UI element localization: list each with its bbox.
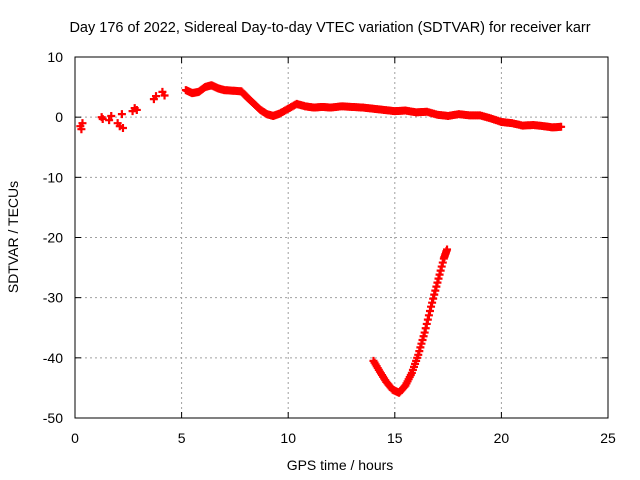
y-axis-label: SDTVAR / TECUs [5,181,21,293]
y-tick-label: 0 [55,109,63,125]
series-early-sparse [76,87,169,134]
x-tick-label: 25 [600,430,616,446]
data-points [76,81,566,397]
data-point-marker [118,123,127,132]
data-point-marker [152,92,161,101]
y-tick-label: -20 [43,230,63,246]
x-tick-label: 15 [387,430,403,446]
x-axis-label: GPS time / hours [287,457,394,473]
data-point-marker [98,114,107,123]
data-point-marker [443,245,452,254]
x-tick-labels: 0 5 10 15 20 25 [71,430,616,446]
chart-title: Day 176 of 2022, Sidereal Day-to-day VTE… [69,20,590,36]
data-point-marker [557,122,566,131]
x-tick-label: 5 [178,430,186,446]
y-tick-labels: 10 0 -10 -20 -30 -40 -50 [43,49,63,426]
x-tick-label: 0 [71,430,79,446]
series-v-dip [369,245,452,397]
x-tick-label: 20 [494,430,510,446]
data-point-marker [117,110,126,119]
data-point-marker [107,111,116,120]
data-point-marker [78,119,87,128]
y-tick-label: -40 [43,350,63,366]
data-point-marker [132,105,141,114]
data-point-marker [105,116,114,125]
axis-ticks [74,56,609,419]
y-tick-label: 10 [47,49,63,65]
y-tick-label: -50 [43,410,63,426]
y-tick-label: -30 [43,290,63,306]
data-point-marker [160,91,169,100]
y-tick-label: -10 [43,169,63,185]
series-main-trend [181,81,566,132]
grid [75,57,608,418]
x-tick-label: 10 [280,430,296,446]
